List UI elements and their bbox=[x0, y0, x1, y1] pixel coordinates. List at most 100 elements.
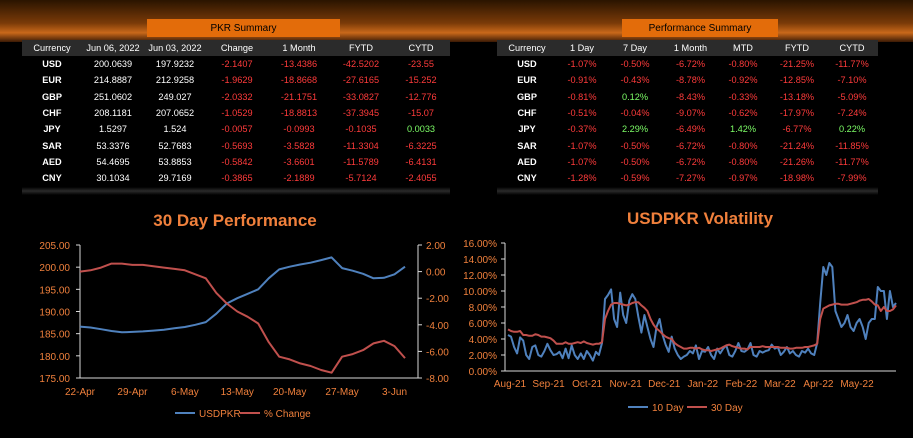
x-tick-label: 27-May bbox=[325, 387, 358, 398]
perf-value-cell: -1.07% bbox=[567, 59, 597, 70]
legend-label: % Change bbox=[264, 409, 311, 420]
perf-header-cell: MTD bbox=[718, 40, 768, 56]
y-tick-label: 14.00% bbox=[463, 255, 497, 266]
y-tick-label: 0.00% bbox=[469, 367, 497, 378]
pkr-value-cell: 30.1034 bbox=[96, 173, 130, 184]
perf-value-cell: -21.24% bbox=[779, 140, 815, 151]
perf-value-cell: -6.72% bbox=[675, 59, 706, 70]
pkr-row: AED 54.4695 53.8853 -0.5842 -3.6601 -11.5789 -… bbox=[22, 154, 450, 170]
perf-value-cell: -0.59% bbox=[620, 173, 650, 184]
perf-value-cell: -0.80% bbox=[728, 59, 758, 70]
pkr-value-cell: -0.5693 bbox=[221, 140, 253, 151]
pkr-row: CHF 208.1181 207.0652 -1.0529 -18.8813 -37.39… bbox=[22, 105, 450, 121]
y-tick-label-left: 175.00 bbox=[39, 374, 70, 385]
pkr-value-cell: -15.252 bbox=[405, 75, 437, 86]
pkr-value-cell: 251.0602 bbox=[93, 91, 133, 102]
y-tick-label-left: 190.00 bbox=[39, 308, 70, 319]
perf-row: EUR -0.91% -0.43% -8.78% -0.92% -12.85% -7.10% bbox=[497, 72, 878, 88]
series-line-pct-change bbox=[79, 262, 406, 374]
x-tick-label: 29-Apr bbox=[117, 387, 148, 398]
y-tick-label-right: 2.00 bbox=[426, 241, 446, 252]
perf-currency-cell: USD bbox=[517, 59, 537, 70]
perf-header-cell: 1 Month bbox=[663, 40, 718, 56]
pkr-value-cell: 29.7169 bbox=[158, 173, 192, 184]
performance-summary-panel: Currency 1 Day 7 Day 1 Month MTD FYTD CYTD USD… bbox=[497, 40, 878, 195]
perf-value-cell: 0.22% bbox=[838, 124, 866, 135]
perf-value-cell: -18.98% bbox=[779, 173, 815, 184]
perf-header-cell: 7 Day bbox=[607, 40, 663, 56]
x-tick-label: 3-Jun bbox=[382, 387, 407, 398]
perf-value-cell: -0.80% bbox=[728, 156, 758, 167]
pkr-header-cell: CYTD bbox=[392, 40, 450, 56]
x-tick-label: Sep-21 bbox=[532, 379, 565, 390]
x-tick-label: 6-May bbox=[171, 387, 199, 398]
pkr-value-cell: 207.0652 bbox=[155, 108, 195, 119]
pkr-value-cell: 0.0033 bbox=[406, 124, 436, 135]
pkr-header-cell: Currency bbox=[22, 40, 82, 56]
pkr-value-cell: -0.1035 bbox=[345, 124, 377, 135]
pkr-value-cell: -11.3304 bbox=[343, 140, 379, 151]
perf-value-cell: -7.99% bbox=[837, 173, 867, 184]
legend-label: 10 Day bbox=[652, 403, 684, 414]
pkr-value-cell: 197.9232 bbox=[155, 59, 195, 70]
pkr-value-cell: -18.8668 bbox=[280, 75, 318, 86]
pkr-header-cell: 1 Month bbox=[268, 40, 330, 56]
pkr-currency-cell: USD bbox=[42, 59, 62, 70]
y-tick-label-left: 195.00 bbox=[39, 285, 70, 296]
legend-label: USDPKR bbox=[199, 409, 241, 420]
pkr-value-cell: -13.4386 bbox=[280, 59, 318, 70]
pkr-value-cell: 53.8853 bbox=[158, 156, 192, 167]
y-tick-label-right: -6.00 bbox=[426, 347, 449, 358]
y-tick-label: 16.00% bbox=[463, 239, 497, 250]
pkr-value-cell: -6.4131 bbox=[405, 156, 437, 167]
y-tick-label: 2.00% bbox=[469, 351, 497, 362]
pkr-panel-bottom-bar bbox=[22, 187, 450, 195]
perf-currency-cell: CHF bbox=[517, 108, 537, 119]
x-tick-label: 22-Apr bbox=[65, 387, 96, 398]
pkr-value-cell: 249.027 bbox=[158, 91, 192, 102]
perf-value-cell: -11.85% bbox=[835, 140, 869, 151]
perf-value-cell: -0.50% bbox=[620, 59, 650, 70]
perf-value-cell: -0.80% bbox=[728, 140, 758, 151]
pkr-currency-cell: SAR bbox=[42, 140, 62, 151]
pkr-row: JPY 1.5297 1.524 -0.0057 -0.0993 -0.1035 0.003… bbox=[22, 121, 450, 137]
pkr-currency-cell: EUR bbox=[42, 75, 62, 86]
perf-value-cell: -6.77% bbox=[782, 124, 812, 135]
pkr-value-cell: -0.5842 bbox=[221, 156, 253, 167]
x-tick-label: Mar-22 bbox=[764, 379, 796, 390]
chart-title-30-day: 30 Day Performance bbox=[153, 211, 317, 230]
pkr-header-cell: Jun 03, 2022 bbox=[144, 40, 206, 56]
pkr-value-cell: 200.0639 bbox=[93, 59, 133, 70]
y-tick-label-left: 200.00 bbox=[39, 263, 70, 274]
pkr-header-cell: Change bbox=[206, 40, 268, 56]
y-tick-label: 6.00% bbox=[469, 319, 497, 330]
x-tick-label: Dec-21 bbox=[648, 379, 681, 390]
legend-label: 30 Day bbox=[711, 403, 743, 414]
perf-currency-cell: SAR bbox=[517, 140, 537, 151]
pkr-row: SAR 53.3376 52.7683 -0.5693 -3.5828 -11.3304 -… bbox=[22, 137, 450, 153]
perf-value-cell: -7.10% bbox=[837, 75, 867, 86]
perf-value-cell: -8.78% bbox=[675, 75, 706, 86]
pkr-value-cell: -23.55 bbox=[407, 59, 435, 70]
perf-row: AED -1.07% -0.50% -6.72% -0.80% -21.26% -11.77… bbox=[497, 154, 878, 170]
perf-value-cell: -6.49% bbox=[675, 124, 706, 135]
pkr-summary-table: Currency Jun 06, 2022 Jun 03, 2022 Change 1 … bbox=[22, 40, 450, 186]
perf-value-cell: -7.24% bbox=[837, 108, 867, 119]
pkr-value-cell: -33.0827 bbox=[342, 91, 380, 102]
pkr-value-cell: -15.07 bbox=[407, 108, 435, 119]
perf-row: CNY -1.28% -0.59% -7.27% -0.97% -18.98% -7.99% bbox=[497, 170, 878, 186]
pkr-value-cell: 1.5297 bbox=[98, 124, 128, 135]
perf-value-cell: -0.81% bbox=[567, 91, 597, 102]
perf-currency-cell: CNY bbox=[517, 173, 537, 184]
pkr-summary-panel: Currency Jun 06, 2022 Jun 03, 2022 Change 1 … bbox=[22, 40, 450, 195]
perf-value-cell: -17.97% bbox=[779, 108, 815, 119]
chart-title-volatility: USDPKR Volatility bbox=[626, 209, 774, 228]
pkr-value-cell: -6.3225 bbox=[405, 140, 437, 151]
perf-value-cell: -21.26% bbox=[779, 156, 815, 167]
pkr-value-cell: -12.776 bbox=[405, 91, 437, 102]
pkr-header-cell: Jun 06, 2022 bbox=[82, 40, 144, 56]
pkr-value-cell: -18.8813 bbox=[280, 108, 318, 119]
perf-value-cell: -0.51% bbox=[567, 108, 597, 119]
pkr-value-cell: -3.5828 bbox=[283, 140, 315, 151]
perf-value-cell: -5.09% bbox=[837, 91, 867, 102]
